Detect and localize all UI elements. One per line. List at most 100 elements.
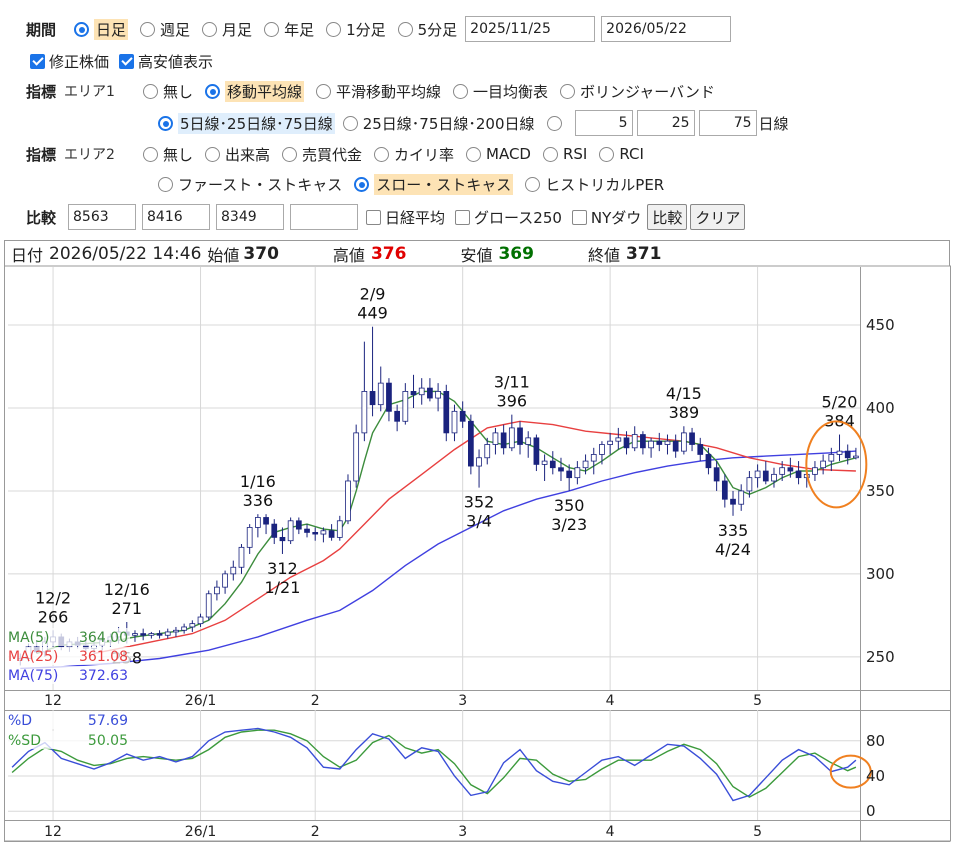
indicator1-row: 指標 エリア1 無し 移動平均線 平滑移動平均線 一目均衡表 ボリンジャーバンド <box>26 76 727 106</box>
ma-25-75-200-radio[interactable]: 25日線･75日線･200日線 <box>342 113 535 134</box>
annotation-date: 4/24 <box>715 540 751 559</box>
stoch-legend-name: %D <box>8 713 32 729</box>
indicator2-row: 指標 エリア2 無し 出来高 売買代金 カイリ率 MACD RSI RCI <box>26 139 656 169</box>
compare-code-4[interactable] <box>290 204 359 230</box>
ind2-macd-radio[interactable]: MACD <box>466 145 531 163</box>
ma-legend-value: 372.63 <box>79 668 128 684</box>
legends: MA(5) 364.00 MA(25) 361.08 MA(75) 372.63 %D 57.… <box>6 628 130 749</box>
low-label: 安値 <box>460 245 493 265</box>
radio-icon <box>140 21 156 37</box>
ind2-turnover-radio[interactable]: 売買代金 <box>281 144 362 165</box>
stoch-sd-line <box>11 729 857 798</box>
candle-up <box>746 477 753 492</box>
compare-nydow-checkbox[interactable]: NYダウ <box>571 207 641 228</box>
candle-down <box>263 517 269 525</box>
candle-down <box>566 470 573 479</box>
annotation-date: 1/21 <box>264 578 300 597</box>
axes: 12 12 26/1 26/1 2 2 3 3 4 4 5 5 250 300 350 400 450 0 40 80 <box>44 316 894 840</box>
ma-custom-input-2[interactable]: 25 <box>636 110 695 136</box>
compare-code-3[interactable]: 8349 <box>216 204 285 230</box>
ma-legend-name: MA(25) <box>8 649 58 665</box>
compare-row: 比較 8563 8416 8349 日経平均 グロース250 NYダウ 比較 ク… <box>26 202 746 232</box>
candle-down <box>672 440 679 452</box>
compare-code-1[interactable]: 8563 <box>68 204 137 230</box>
period-1min-radio[interactable]: 1分足 <box>326 19 386 40</box>
candle-up <box>828 454 835 462</box>
from-date-input[interactable]: 2025/11/25 <box>465 16 596 42</box>
checkbox-icon <box>366 209 382 225</box>
candle-down <box>705 454 712 469</box>
candle-up <box>492 432 499 445</box>
indicator2-row2: ファースト・ストキャス スロー・ストキャス ヒストリカルPER <box>158 169 676 199</box>
candle-down <box>443 391 450 434</box>
candle-up <box>377 382 384 406</box>
x-tick-label: 4 <box>606 693 615 709</box>
radio-icon <box>525 176 541 192</box>
candle-up <box>853 455 859 459</box>
period-label: 期間 <box>26 20 57 39</box>
compare-growth-checkbox[interactable]: グロース250 <box>455 207 562 228</box>
candle-up <box>582 460 589 469</box>
stoch-y-tick-label: 40 <box>866 767 885 785</box>
annotation-date: 4/15 <box>666 384 702 403</box>
candle-down <box>279 536 286 542</box>
candle-down <box>533 437 540 465</box>
candle-up <box>681 432 687 452</box>
ind2-slow-stoch-radio[interactable]: スロー・ストキャス <box>354 173 514 195</box>
candle-down <box>721 480 728 500</box>
ma-5-25-75-radio[interactable]: 5日線･25日線･75日線 <box>158 112 335 134</box>
adjusted-price-checkbox[interactable]: 修正株価 <box>30 51 109 72</box>
show-high-low-checkbox[interactable]: 高安値表示 <box>119 51 213 72</box>
candle-down <box>304 528 310 533</box>
candle-down <box>762 470 769 482</box>
compare-nikkei-checkbox[interactable]: 日経平均 <box>366 207 445 228</box>
x-tick-label: 5 <box>753 824 762 840</box>
ind2-hist-per-radio[interactable]: ヒストリカルPER <box>525 174 664 195</box>
annotation-date: 5/20 <box>822 393 858 412</box>
compare-code-2[interactable]: 8416 <box>142 204 211 230</box>
candle-down <box>156 633 163 636</box>
period-monthly-radio[interactable]: 月足 <box>202 19 252 40</box>
candle-up <box>590 454 597 462</box>
period-5min-radio[interactable]: 5分足 <box>397 19 457 40</box>
candle-up <box>418 387 425 396</box>
ind1-bollinger-radio[interactable]: ボリンジャーバンド <box>560 81 715 102</box>
candle-up <box>164 631 171 636</box>
x-tick-label: 3 <box>458 824 467 840</box>
y-tick-label: 300 <box>866 565 895 583</box>
ma-custom-radio[interactable] <box>546 115 567 131</box>
period-daily-radio[interactable]: 日足 <box>74 18 129 40</box>
candle-up <box>435 391 441 399</box>
period-weekly-radio[interactable]: 週足 <box>140 19 190 40</box>
ind2-rci-radio[interactable]: RCI <box>599 145 644 163</box>
period-yearly-radio[interactable]: 年足 <box>264 19 314 40</box>
clear-button[interactable]: クリア <box>690 204 746 230</box>
radio-icon <box>326 21 342 37</box>
checkbox-checked-icon <box>119 53 135 69</box>
candle-up <box>631 434 638 449</box>
to-date-input[interactable]: 2026/05/22 <box>601 16 732 42</box>
x-tick-label: 26/1 <box>185 693 216 709</box>
candle-down <box>558 467 564 472</box>
ind2-volume-radio[interactable]: 出来高 <box>204 144 270 165</box>
candle-up <box>607 440 613 445</box>
compare-button[interactable]: 比較 <box>647 204 688 230</box>
candle-up <box>345 480 351 522</box>
ind2-deviation-radio[interactable]: カイリ率 <box>373 144 454 165</box>
ind1-ichimoku-radio[interactable]: 一目均衡表 <box>452 81 548 102</box>
ma-custom-input-1[interactable]: 5 <box>574 110 633 136</box>
low-value: 369 <box>498 243 534 264</box>
ind1-ma-radio[interactable]: 移動平均線 <box>204 80 304 102</box>
ind2-none-radio[interactable]: 無し <box>142 144 193 165</box>
ma-custom-input-3[interactable]: 75 <box>698 110 757 136</box>
annotation-date: 1/16 <box>240 472 276 491</box>
ind1-none-radio[interactable]: 無し <box>142 81 193 102</box>
candle-up <box>664 440 671 445</box>
ind1-ema-radio[interactable]: 平滑移動平均線 <box>315 81 441 102</box>
candle-up <box>615 437 622 442</box>
ind2-fast-stoch-radio[interactable]: ファースト・ストキャス <box>158 174 342 195</box>
candle-up <box>484 444 491 459</box>
candle-up <box>246 527 253 548</box>
ind2-rsi-radio[interactable]: RSI <box>542 145 587 163</box>
